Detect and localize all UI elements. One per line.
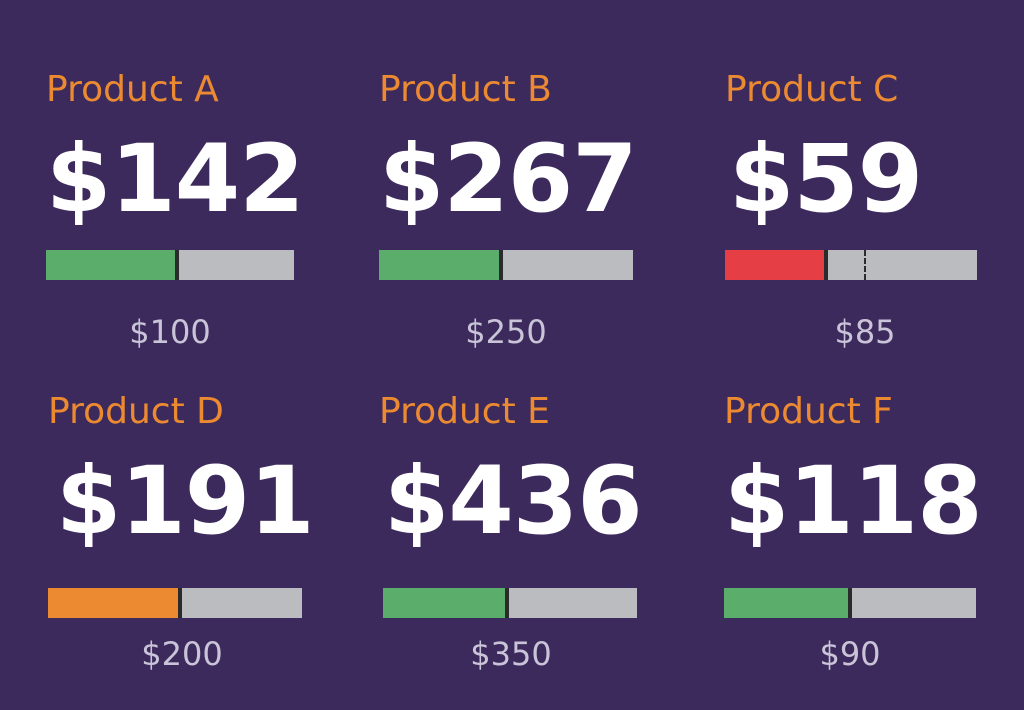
product-name: Product E (379, 391, 550, 432)
progress-marker (505, 588, 510, 618)
product-value: $118 (724, 447, 983, 556)
progress-fill (724, 588, 850, 618)
target-value: $90 (819, 635, 881, 673)
target-value: $85 (834, 313, 896, 351)
product-value: $267 (379, 125, 638, 234)
product-value: $436 (384, 447, 643, 556)
product-card: Product D $191 $200 (48, 390, 315, 710)
target-tick (863, 250, 866, 280)
product-name: Product B (379, 69, 552, 110)
progress-track (379, 250, 633, 280)
target-value: $350 (470, 635, 552, 673)
product-card: Product A $142 $100 (46, 68, 306, 388)
target-value: $100 (129, 313, 211, 351)
target-value: $250 (465, 313, 547, 351)
product-card: Product B $267 $250 (379, 68, 639, 388)
product-card: Product F $118 $90 (724, 390, 984, 710)
kpi-board: Product A $142 $100 Product B $267 $250 … (46, 68, 985, 673)
product-name: Product C (725, 69, 899, 110)
progress-marker (178, 588, 183, 618)
progress-track (725, 250, 977, 280)
product-card: Product E $436 $350 (379, 390, 643, 710)
progress-marker (175, 250, 180, 280)
progress-track (724, 588, 976, 618)
progress-marker (498, 250, 503, 280)
progress-marker (848, 588, 852, 618)
progress-track (383, 588, 637, 618)
product-name: Product A (46, 69, 219, 110)
product-name: Product D (48, 391, 224, 432)
progress-track (48, 588, 302, 618)
product-card: Product C $59 $85 (725, 68, 985, 388)
target-value: $200 (141, 635, 223, 673)
progress-fill (383, 588, 508, 618)
product-value: $142 (46, 125, 305, 234)
progress-fill (725, 250, 826, 280)
product-value: $59 (729, 125, 923, 234)
progress-track (46, 250, 294, 280)
progress-fill (48, 588, 181, 618)
progress-fill (46, 250, 178, 280)
progress-fill (379, 250, 501, 280)
product-value: $191 (56, 447, 315, 556)
progress-marker (823, 250, 828, 280)
product-name: Product F (724, 391, 893, 432)
